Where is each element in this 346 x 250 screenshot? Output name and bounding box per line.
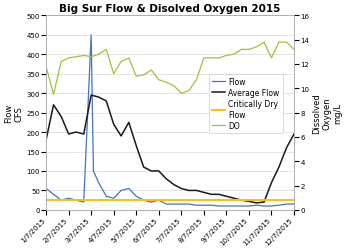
Y-axis label: Flow
CFS: Flow CFS: [4, 104, 24, 123]
Legend: Flow, Average Flow, Critically Dry
Flow, DO: Flow, Average Flow, Critically Dry Flow,…: [209, 74, 283, 134]
Y-axis label: Dissolved
Oxygen
mg/L: Dissolved Oxygen mg/L: [312, 93, 342, 134]
Title: Big Sur Flow & Disolved Oxygen 2015: Big Sur Flow & Disolved Oxygen 2015: [60, 4, 281, 14]
